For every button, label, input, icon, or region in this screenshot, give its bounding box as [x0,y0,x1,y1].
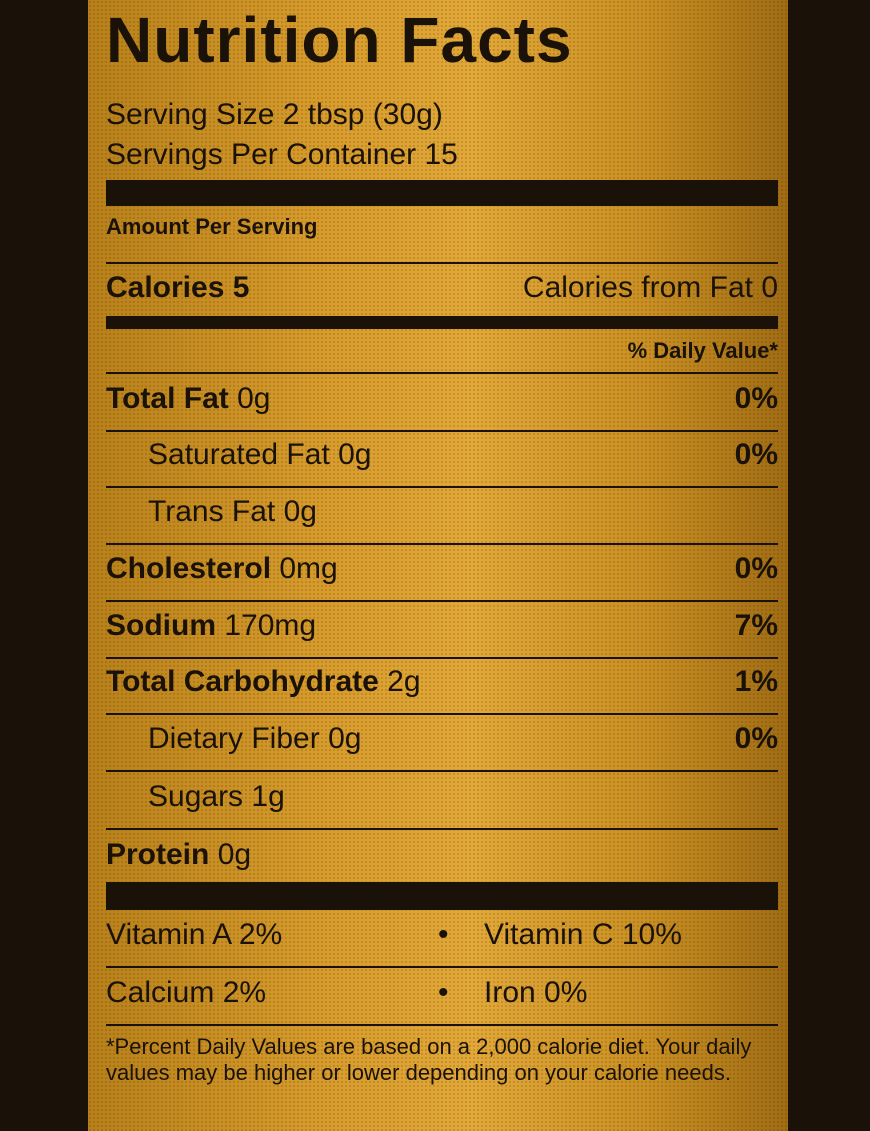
nutrient-row: Cholesterol 0mg 0% [106,554,778,584]
divider [106,828,778,830]
nutrient-amount: 2g [387,665,421,698]
nutrient-daily-value: 0% [734,438,778,471]
nutrition-label: Nutrition Facts Serving Size 2 tbsp (30g… [88,0,788,1131]
bullet: • [438,976,449,1009]
nutrient-name: Sugars [148,780,244,813]
thick-divider [106,180,778,206]
nutrient-row: Protein 0g [106,840,778,870]
calories-from-fat-label: Calories from Fat [522,271,753,304]
nutrient-name: Total Fat [106,382,229,415]
bullet: • [438,918,449,951]
nutrient-row: Sodium 170mg 7% [106,611,778,641]
nutrient-row: Total Carbohydrate 2g 1% [106,667,778,697]
nutrient-daily-value: 0% [734,552,778,585]
nutrient-amount: 0g [338,438,372,471]
iron: Iron 0% [484,976,588,1009]
nutrient-name: Cholesterol [106,552,272,585]
calories-value: 5 [232,271,250,304]
vitamin-c: Vitamin C 10% [484,918,682,951]
divider [106,262,778,264]
nutrient-name: Trans Fat [148,495,276,528]
servings-per-container: Servings Per Container 15 [106,138,458,171]
calories-from-fat-value: 0 [761,271,778,304]
nutrient-row: Dietary Fiber 0g 0% [106,724,778,754]
nutrient-amount: 1g [251,780,285,813]
footnote: *Percent Daily Values are based on a 2,0… [106,1034,752,1086]
daily-value-header: % Daily Value* [627,338,778,363]
nutrient-name: Saturated Fat [148,438,330,471]
divider [106,713,778,715]
divider [106,600,778,602]
nutrient-row: Total Fat 0g 0% [106,384,778,414]
nutrient-row: Saturated Fat 0g 0% [106,440,778,470]
medium-divider [106,316,778,329]
nutrient-row: Trans Fat 0g [106,497,778,527]
nutrient-amount: 0g [237,382,271,415]
divider [106,372,778,374]
divider [106,966,778,968]
nutrient-row: Sugars 1g [106,782,778,812]
nutrient-name: Sodium [106,609,216,642]
nutrient-amount: 0g [217,838,252,871]
nutrient-amount: 0mg [279,552,338,585]
thick-divider [106,882,778,910]
amount-per-serving: Amount Per Serving [106,214,318,239]
nutrient-amount: 0g [283,495,317,528]
nutrient-daily-value: 0% [734,722,778,755]
vitamin-a: Vitamin A 2% [106,918,283,951]
nutrient-daily-value: 1% [734,665,778,698]
calories-from-fat: Calories from Fat 0 [523,273,778,303]
nutrient-daily-value: 0% [734,382,778,415]
nutrient-name: Dietary Fiber [148,722,320,755]
serving-size: Serving Size 2 tbsp (30g) [106,98,443,131]
divider [106,430,778,432]
nutrient-daily-value: 7% [734,609,778,642]
calcium: Calcium 2% [106,976,267,1009]
divider [106,770,778,772]
label-title: Nutrition Facts [106,4,573,76]
divider [106,657,778,659]
nutrient-amount: 170mg [224,609,317,642]
nutrient-name: Protein [106,838,210,871]
divider [106,543,778,545]
calories-label: Calories [106,271,225,304]
divider [106,486,778,488]
divider [106,1024,778,1026]
nutrient-name: Total Carbohydrate [106,665,379,698]
nutrient-amount: 0g [328,722,362,755]
calories-row: Calories 5 Calories from Fat 0 [106,273,778,303]
